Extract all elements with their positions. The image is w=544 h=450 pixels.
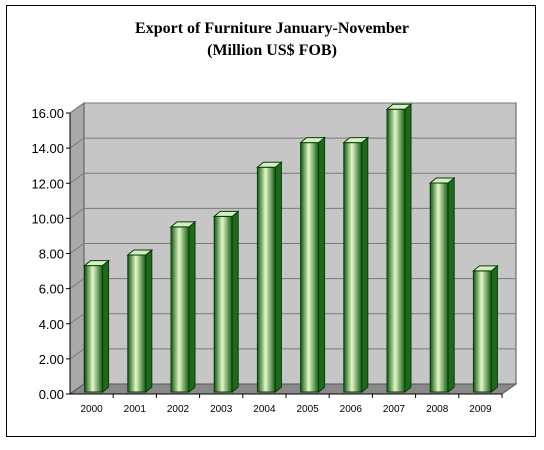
bar-top	[385, 103, 413, 110]
x-tick-label: 2007	[383, 404, 406, 415]
gridline-side	[69, 243, 85, 254]
x-axis: 2000 2001 2002 2003 2004 2005 2006 2007 2008 2009	[70, 393, 503, 415]
gridline-side	[69, 207, 85, 219]
bar-side	[188, 220, 196, 394]
x-tick-label: 2006	[340, 404, 363, 415]
x-tick-label: 2004	[253, 404, 276, 415]
bar-side	[361, 136, 369, 394]
bar-side	[274, 161, 282, 394]
y-tick-label: 2.00	[39, 352, 64, 367]
bar-top	[83, 260, 110, 267]
chart-title-line1: Export of Furniture January-November	[135, 20, 409, 37]
bar	[83, 259, 110, 394]
bar-side	[318, 136, 326, 394]
x-tick-label: 2001	[124, 404, 147, 415]
bar-front	[127, 254, 147, 393]
bar	[385, 103, 413, 394]
bar-side	[231, 210, 239, 394]
bar-front	[343, 142, 363, 393]
bar	[428, 176, 456, 394]
bar-top	[299, 137, 326, 144]
bar-front	[386, 108, 406, 393]
bar-top	[212, 210, 240, 217]
bar-front	[300, 142, 320, 393]
y-tick-label: 16.00	[31, 106, 64, 121]
bar-top	[428, 177, 456, 184]
bar-front	[429, 182, 449, 393]
bar	[256, 161, 283, 394]
bar-side	[447, 176, 455, 394]
bar-top	[169, 221, 197, 228]
y-tick-label: 14.00	[31, 141, 64, 156]
x-tick-label: 2002	[167, 404, 190, 415]
chart-subtitle: (Million US$ FOB)	[207, 42, 337, 59]
y-tick-label: 6.00	[39, 282, 64, 297]
gridline-side	[69, 102, 85, 114]
bar	[342, 136, 370, 394]
y-axis: 0.00 2.00 4.00 6.00 8.00 10.00 12.00 14.00 16.00	[31, 106, 71, 402]
y-tick-label: 8.00	[39, 247, 64, 262]
bar	[169, 220, 197, 394]
gridline-side	[69, 172, 85, 184]
bar-front	[472, 270, 492, 393]
bar	[299, 136, 326, 394]
y-tick-label: 0.00	[39, 387, 64, 402]
gridline-side	[69, 313, 85, 325]
y-tick-label: 4.00	[39, 317, 64, 332]
bar-top	[342, 137, 370, 144]
bar-side	[145, 248, 153, 394]
bar-front	[256, 166, 276, 393]
x-tick-label: 2003	[210, 404, 233, 415]
bar-front	[84, 265, 104, 393]
y-tick-label: 10.00	[31, 211, 64, 226]
bar-side	[102, 259, 110, 394]
bar	[472, 264, 499, 394]
bar-top	[126, 249, 154, 256]
bar-front	[170, 226, 190, 393]
x-tick-label: 2008	[426, 404, 449, 415]
bars	[83, 103, 499, 394]
gridline-side	[69, 348, 85, 360]
x-tick-label: 2005	[296, 404, 319, 415]
gridline-side	[69, 278, 85, 290]
bar-top	[472, 265, 499, 272]
x-tick-label: 2000	[80, 404, 103, 415]
gridline-side	[69, 137, 85, 149]
x-tick-label: 2009	[469, 404, 492, 415]
bar	[212, 210, 240, 394]
y-tick-label: 12.00	[31, 176, 64, 191]
bar-side	[404, 103, 412, 394]
bar-top	[256, 161, 283, 168]
bar-front	[213, 215, 233, 393]
bar-side	[490, 264, 498, 394]
bar	[126, 248, 154, 394]
chart-title: Export of Furniture January-November (Mi…	[0, 18, 544, 62]
